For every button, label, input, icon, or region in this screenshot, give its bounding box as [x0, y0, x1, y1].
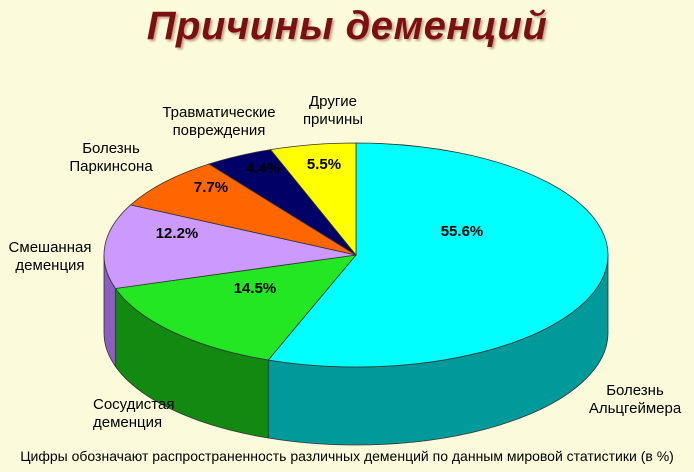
- value-label-1: 14.5%: [234, 280, 277, 297]
- value-label-2: 12.2%: [156, 225, 199, 242]
- pie-slices: [103, 142, 609, 368]
- chart-title: Причины деменций: [146, 4, 548, 48]
- category-label-1: Сосудистая деменция: [93, 396, 174, 431]
- pie-slice-5: [269, 142, 357, 257]
- pie-slice-1: [114, 254, 357, 361]
- pie-sides: [103, 254, 609, 446]
- value-label-3: 7.7%: [194, 179, 228, 196]
- category-label-2: Смешанная деменция: [9, 239, 92, 274]
- value-label-0: 55.6%: [441, 223, 484, 240]
- category-label-0: Болезнь Альцгеймера: [589, 382, 682, 417]
- value-label-4: 4.4%: [246, 160, 280, 177]
- category-label-5: Другие причины: [303, 93, 363, 128]
- pie-slice-2: [103, 204, 357, 289]
- value-label-5: 5.5%: [307, 156, 341, 173]
- category-label-3: Болезнь Паркинсона: [69, 140, 153, 175]
- pie-slice-3: [129, 163, 357, 256]
- value-labels: 55.6% 14.5% 12.2% 7.7% 4.4% 5.5%: [156, 156, 484, 297]
- category-labels: Болезнь Альцгеймера Сосудистая деменция Смеш…: [9, 93, 682, 431]
- pie-slice-0: [267, 142, 609, 368]
- footnote: Цифры обозначают распространенность разл…: [20, 448, 674, 464]
- category-label-4: Травматические повреждения: [162, 104, 275, 139]
